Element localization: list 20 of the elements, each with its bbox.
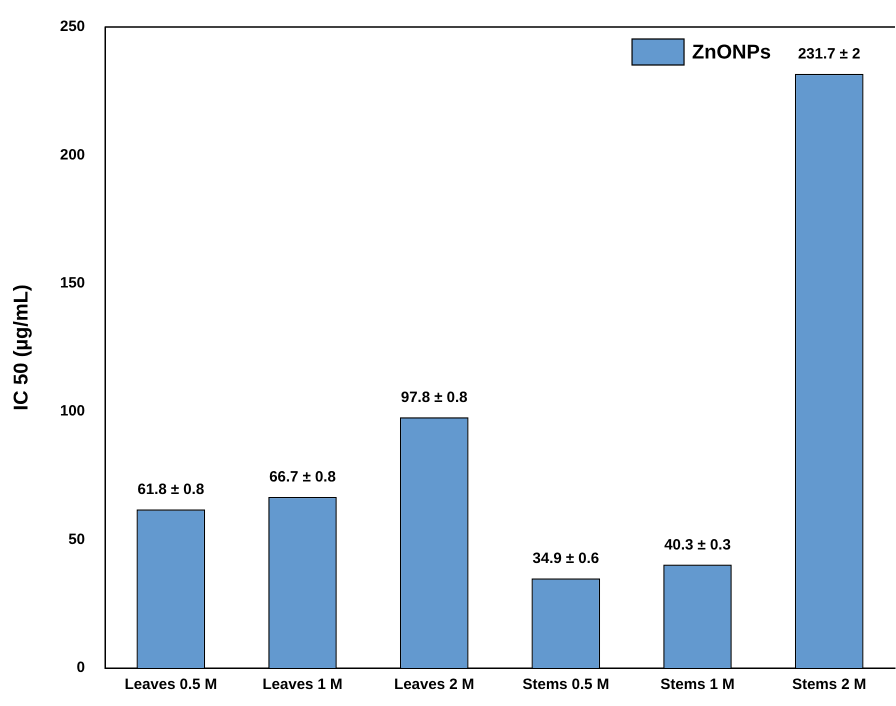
x-tick-label: Stems 0.5 M xyxy=(522,676,610,694)
data-label: 97.8 ± 0.8 xyxy=(400,388,468,406)
y-tick-label: 200 xyxy=(60,146,86,164)
legend-label: ZnONPs xyxy=(692,42,771,64)
data-label: 61.8 ± 0.8 xyxy=(138,481,204,498)
data-label: 66.7 ± 0.8 xyxy=(269,468,336,486)
x-tick-label: Leaves 2 M xyxy=(394,676,474,694)
y-tick-label: 0 xyxy=(76,659,86,676)
x-tick-label: Leaves 1 M xyxy=(262,676,343,694)
data-label: 40.3 ± 0.3 xyxy=(664,536,731,554)
y-tick-label: 50 xyxy=(68,530,86,548)
y-tick-label: 250 xyxy=(60,18,86,36)
x-tick-label: Leaves 0.5 M xyxy=(124,676,218,694)
y-tick-label: 150 xyxy=(60,274,86,292)
y-tick-label: 100 xyxy=(60,402,86,420)
data-label: 34.9 ± 0.6 xyxy=(532,550,600,568)
data-label: 231.7 ± 2 xyxy=(798,46,860,63)
y-axis-title: IC 50 (µg/mL) xyxy=(10,284,33,410)
x-tick-label: Stems 2 M xyxy=(792,676,866,694)
x-tick-label: Stems 1 M xyxy=(660,676,735,694)
